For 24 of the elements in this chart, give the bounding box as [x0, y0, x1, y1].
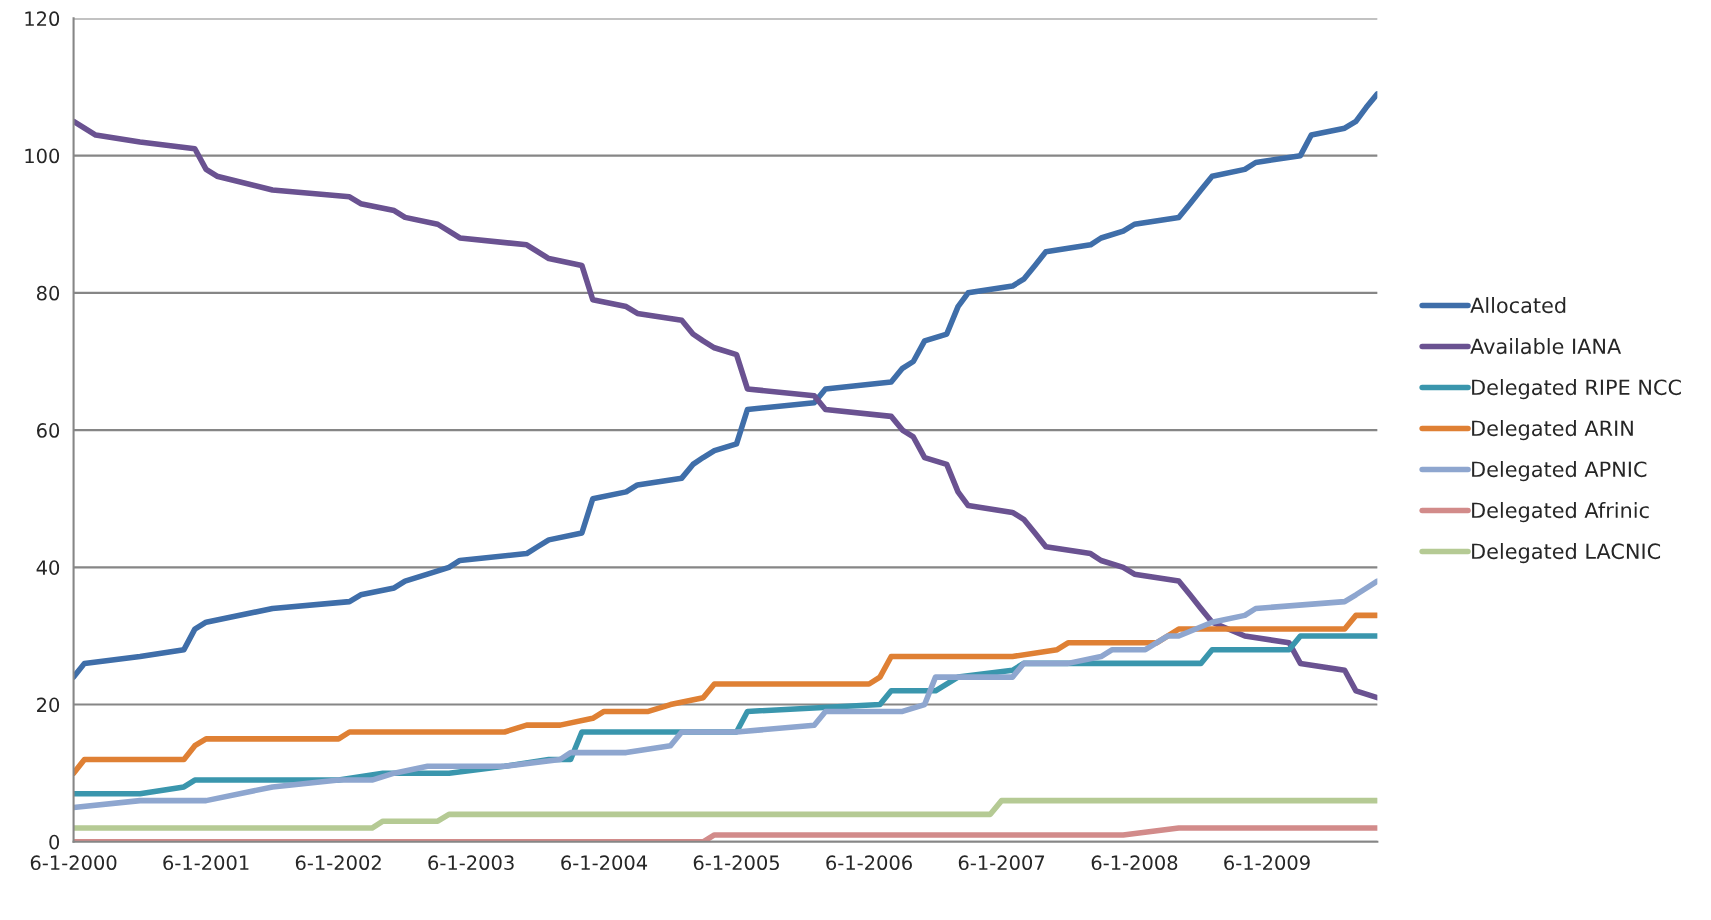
x-tick-label: 6-1-2009 [1224, 855, 1310, 871]
legend-label: Available IANA [1470, 338, 1622, 355]
legend-label: Delegated RIPE NCC [1472, 379, 1681, 400]
x-tick-label: 6-1-2002 [295, 855, 381, 871]
y-tick-label: 20 [37, 697, 60, 713]
legend-label: Delegated ARIN [1472, 420, 1633, 441]
y-tick-label: 0 [49, 834, 60, 850]
y-tick-label: 100 [25, 148, 60, 164]
y-tick-label: 60 [36, 423, 60, 438]
legend-label: Delegated LACNIC [1472, 543, 1661, 564]
x-tick-label: 6-1-2006 [826, 855, 912, 871]
x-tick-label: 6-1-2007 [958, 855, 1045, 871]
legend-label: Delegated Afrinic [1472, 502, 1649, 523]
x-tick-label: 6-1-2008 [1091, 855, 1178, 871]
legend-label: Delegated APNIC [1472, 461, 1647, 482]
y-tick-label: 120 [25, 11, 60, 27]
x-tick-label: 6-1-2003 [428, 855, 514, 871]
legend-label: Allocated [1470, 297, 1566, 314]
x-tick-label: 6-1-2000 [30, 855, 117, 871]
x-tick-label: 6-1-2005 [693, 855, 779, 871]
x-tick-label: 6-1-2001 [163, 855, 249, 871]
y-tick-label: 40 [36, 560, 60, 575]
x-tick-label: 6-1-2004 [561, 855, 648, 871]
y-tick-label: 80 [36, 285, 60, 301]
